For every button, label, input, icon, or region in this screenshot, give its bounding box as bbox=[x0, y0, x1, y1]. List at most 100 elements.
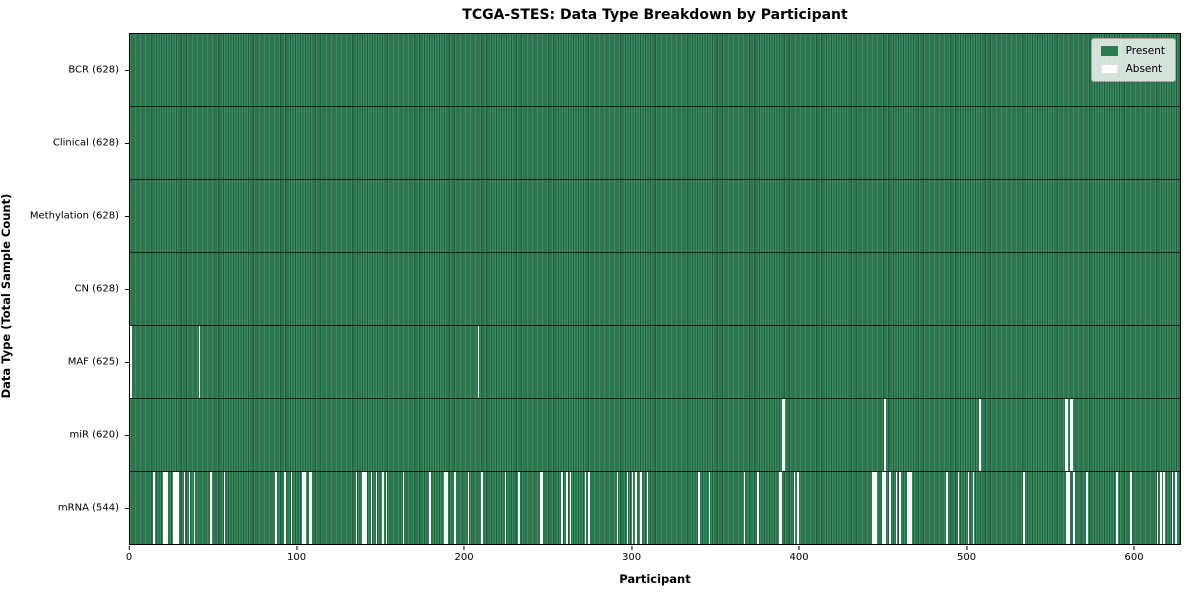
absent-stripe bbox=[223, 472, 226, 544]
absent-stripe bbox=[884, 472, 886, 544]
absent-stripe bbox=[1086, 472, 1089, 544]
absent-stripe bbox=[698, 472, 701, 544]
y-tick-mark bbox=[125, 508, 129, 510]
y-tick-label-clinical: Clinical (628) bbox=[52, 137, 119, 149]
absent-stripe bbox=[1116, 472, 1119, 544]
x-tick-label: 400 bbox=[789, 552, 809, 563]
absent-stripe bbox=[872, 472, 875, 544]
y-tick-mark bbox=[125, 142, 129, 144]
x-axis: 0 100 200 300 400 500 600 bbox=[126, 546, 1181, 572]
chart-title: TCGA-STES: Data Type Breakdown by Partic… bbox=[462, 7, 848, 23]
absent-stripe bbox=[1069, 399, 1072, 471]
y-tick-label-bcr: BCR (628) bbox=[68, 64, 119, 76]
absent-stripe bbox=[778, 472, 781, 544]
x-tick-mark bbox=[128, 546, 130, 550]
absent-stripe bbox=[910, 472, 913, 544]
y-axis: BCR (628) Clinical (628) Methylation (628)… bbox=[0, 33, 129, 545]
absent-stripe bbox=[467, 472, 470, 544]
absent-stripe bbox=[561, 472, 564, 544]
absent-stripe bbox=[303, 472, 306, 544]
absent-stripe bbox=[477, 326, 480, 398]
y-tick-label-cn: CN (628) bbox=[74, 283, 119, 295]
heatmap-row-maf bbox=[130, 325, 1180, 398]
absent-stripe bbox=[782, 399, 784, 471]
absent-stripe bbox=[631, 472, 634, 544]
x-tick-mark bbox=[296, 546, 298, 550]
absent-stripe bbox=[569, 472, 572, 544]
y-tick-mark bbox=[125, 435, 129, 437]
absent-stripe bbox=[175, 472, 177, 544]
absent-stripe bbox=[895, 472, 898, 544]
legend-absent-label: Absent bbox=[1125, 62, 1163, 75]
absent-stripe bbox=[793, 472, 796, 544]
absent-stripe bbox=[972, 472, 975, 544]
y-tick-mark bbox=[125, 215, 129, 217]
legend: Present Absent bbox=[1090, 38, 1176, 82]
absent-stripe bbox=[1066, 399, 1068, 471]
x-tick-mark bbox=[463, 546, 465, 550]
absent-stripe bbox=[385, 472, 388, 544]
absent-stripe bbox=[566, 472, 569, 544]
absent-stripe bbox=[165, 472, 167, 544]
absent-stripe bbox=[402, 472, 405, 544]
legend-entry-absent: Absent bbox=[1100, 62, 1165, 75]
absent-stripe bbox=[1071, 399, 1073, 471]
absent-stripe bbox=[967, 472, 970, 544]
x-tick-mark bbox=[631, 546, 633, 550]
absent-stripe bbox=[588, 472, 590, 544]
x-tick-label: 300 bbox=[622, 552, 642, 563]
heatmap-row-bcr bbox=[130, 34, 1180, 106]
absent-stripe bbox=[198, 326, 201, 398]
x-tick-300: 300 bbox=[622, 546, 641, 563]
legend-present-label: Present bbox=[1125, 45, 1165, 57]
absent-stripe bbox=[173, 472, 176, 544]
heatmap-row-clinical bbox=[130, 106, 1180, 179]
absent-stripe bbox=[899, 472, 901, 544]
absent-stripe bbox=[193, 472, 196, 544]
absent-stripe bbox=[1174, 472, 1177, 544]
x-tick-100: 100 bbox=[287, 546, 306, 563]
absent-stripe bbox=[290, 472, 293, 544]
absent-stripe bbox=[1066, 472, 1068, 544]
absent-stripe bbox=[365, 472, 368, 544]
absent-stripe bbox=[130, 326, 132, 398]
absent-stripe bbox=[1159, 472, 1162, 544]
absent-stripe bbox=[163, 472, 166, 544]
absent-stripe bbox=[302, 472, 304, 544]
x-tick-200: 200 bbox=[454, 546, 474, 563]
absent-stripe bbox=[481, 472, 483, 544]
absent-stripe bbox=[979, 399, 982, 471]
x-tick-label: 200 bbox=[454, 552, 474, 563]
absent-stripe bbox=[275, 472, 278, 544]
x-tick-label: 600 bbox=[1124, 552, 1144, 563]
x-tick-400: 400 bbox=[790, 546, 809, 563]
plot-area bbox=[129, 33, 1181, 545]
x-tick-0: 0 bbox=[126, 546, 132, 563]
absent-stripe bbox=[504, 472, 507, 544]
x-tick-mark bbox=[966, 546, 968, 550]
absent-stripe bbox=[1171, 472, 1174, 544]
heatmap-row-cn bbox=[130, 252, 1180, 325]
absent-stripe bbox=[382, 472, 385, 544]
heatmap-row-methylation bbox=[130, 179, 1180, 252]
absent-stripe bbox=[429, 472, 431, 544]
absent-stripe bbox=[362, 472, 365, 544]
y-tick-mark bbox=[125, 69, 129, 71]
absent-stripe bbox=[884, 399, 886, 471]
y-tick-label-mrna: mRNA (544) bbox=[57, 502, 119, 514]
absent-stripe bbox=[375, 472, 378, 544]
absent-stripe bbox=[874, 472, 876, 544]
y-tick-label-mir: miR (620) bbox=[69, 429, 119, 441]
absent-stripe bbox=[584, 472, 587, 544]
heatmap-row-mir bbox=[130, 398, 1180, 471]
absent-stripe bbox=[743, 472, 746, 544]
absent-stripe bbox=[1072, 472, 1075, 544]
x-axis-label: Participant bbox=[619, 572, 691, 586]
y-tick-mark bbox=[125, 362, 129, 364]
absent-stripe bbox=[153, 472, 156, 544]
absent-stripe bbox=[364, 472, 366, 544]
absent-stripe bbox=[183, 472, 186, 544]
x-tick-label: 500 bbox=[957, 552, 977, 563]
x-tick-mark bbox=[1133, 546, 1135, 550]
